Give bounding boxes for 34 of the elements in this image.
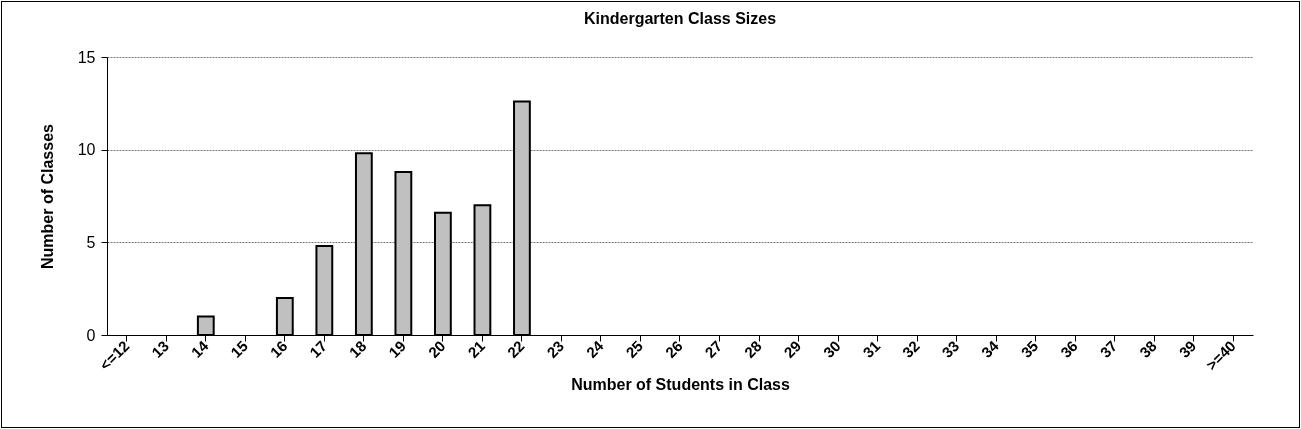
x-tick-label: 18 [345,337,370,361]
x-tick-label: 21 [464,337,489,361]
x-tick-label: 35 [1017,337,1042,361]
x-tick-label: 33 [938,337,963,361]
x-tick-label: 22 [503,337,528,361]
x-tick-label: 38 [1136,337,1160,361]
x-tick-label: 36 [1057,337,1081,361]
x-tick-label: 29 [780,337,805,361]
x-tick-label: 16 [266,337,291,361]
x-tick-label: 23 [543,337,568,361]
x-axis-title: Number of Students in Class [571,376,790,394]
x-tick-label: 19 [385,337,410,361]
y-tick-label: 15 [77,48,96,66]
x-tick-label: 24 [582,336,608,361]
y-axis-title: Number of Classes [38,123,56,269]
x-tick-label: 30 [819,337,844,361]
x-tick-label: 39 [1175,337,1200,361]
y-tick-label: 0 [86,326,96,344]
x-tick-label: 13 [148,337,172,361]
x-tick-label: 25 [622,337,647,361]
y-tick-label: 5 [86,233,96,251]
x-tick-label: 20 [424,337,449,361]
x-tick-label: 17 [306,337,330,361]
x-tick-label: 28 [740,337,765,361]
x-tick-label: 31 [859,337,884,361]
x-tick-label: 32 [898,337,923,361]
x-tick-label: 14 [187,336,212,361]
x-tick-label: 27 [701,337,726,361]
x-tick-label: 37 [1096,337,1121,361]
chart-title: Kindergarten Class Sizes [583,10,777,27]
x-tick-label: 26 [661,337,686,361]
y-tick-label: 10 [77,141,96,159]
x-tick-label: 34 [977,336,1003,361]
x-tick-label: 15 [227,337,251,361]
